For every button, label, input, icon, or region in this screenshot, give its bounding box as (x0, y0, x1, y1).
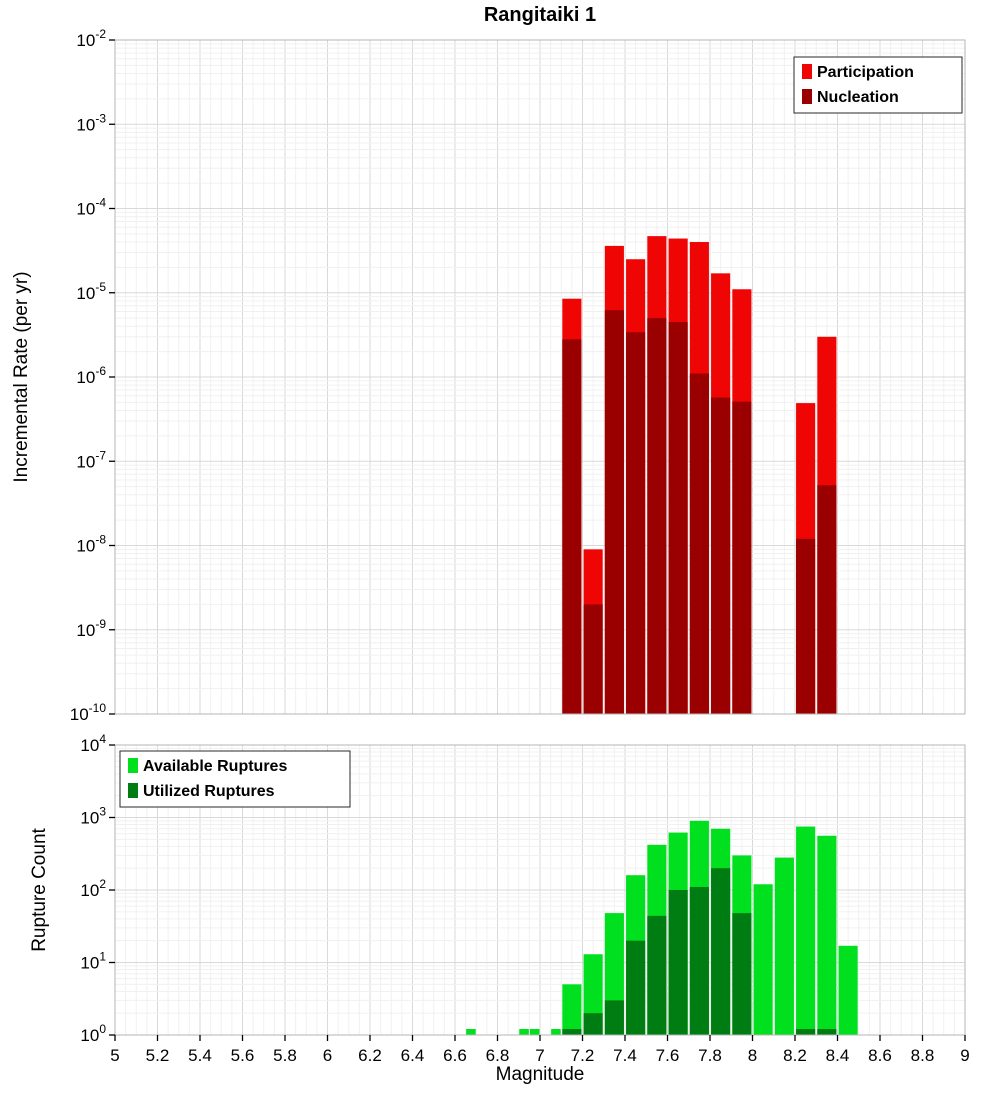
legend-box (793, 56, 963, 114)
x-tick-label: 5.6 (231, 1046, 255, 1065)
available-bar (466, 1029, 476, 1035)
utilized-bar (817, 1029, 837, 1035)
rate-legend: Participation Nucleation (793, 56, 963, 114)
x-tick-label: 6.8 (486, 1046, 510, 1065)
y-tick-label: 10-8 (76, 533, 106, 556)
y-tick-label: 100 (80, 1022, 106, 1045)
legend-swatch (128, 758, 138, 773)
available-bar (817, 835, 837, 1035)
chart-title: Rangitaiki 1 (483, 4, 597, 26)
legend-label: Utilized Ruptures (143, 783, 275, 800)
nucleation-bar (626, 332, 646, 714)
legend-swatch (802, 64, 812, 79)
x-tick-label: 7.6 (656, 1046, 680, 1065)
utilized-bar (647, 915, 667, 1035)
x-tick-label: 8.4 (826, 1046, 850, 1065)
available-bar (753, 884, 773, 1035)
y-tick-label: 101 (80, 950, 106, 973)
nucleation-bar (562, 339, 582, 714)
legend-swatch (802, 89, 812, 104)
rate-plot: 10-2 10-3 10-4 10-5 10-6 10-7 10-8 10-9 10-10 Par… (70, 27, 966, 724)
nucleation-bar (583, 604, 603, 714)
x-tick-label: 5.8 (273, 1046, 297, 1065)
y-tick-label: 10-5 (76, 280, 106, 303)
y-tick-label: 10-10 (70, 701, 107, 724)
x-tick-label: 8 (748, 1046, 757, 1065)
legend-label: Available Ruptures (143, 758, 287, 775)
utilized-bar (689, 886, 709, 1035)
available-bar (838, 945, 858, 1035)
utilized-bar (562, 1029, 582, 1035)
utilized-bar (626, 940, 646, 1035)
x-axis-label: Magnitude (495, 1064, 585, 1085)
nucleation-bar (796, 538, 816, 714)
nucleation-bar (647, 318, 667, 714)
available-bar (796, 826, 816, 1035)
available-bar (519, 1029, 529, 1035)
nucleation-bar (817, 485, 837, 714)
y-tick-label: 104 (80, 732, 106, 755)
utilized-bar (583, 1013, 603, 1035)
nucleation-bar (689, 373, 709, 714)
count-legend: Available Ruptures Utilized Ruptures (119, 750, 351, 808)
count-plot-bars (466, 820, 858, 1035)
x-tick-label: 6.4 (401, 1046, 425, 1065)
y-tick-label: 10-4 (76, 196, 106, 219)
legend-label: Participation (817, 64, 914, 81)
legend-label: Nucleation (817, 89, 899, 106)
available-bar (562, 984, 582, 1035)
y-tick-label: 102 (80, 877, 106, 900)
y-tick-label: 10-7 (76, 448, 106, 471)
utilized-bar (796, 1029, 816, 1035)
x-tick-label: 7 (535, 1046, 544, 1065)
count-plot-y-axis: 104 103 102 101 100 (80, 732, 115, 1045)
x-tick-label: 5.4 (188, 1046, 212, 1065)
utilized-bar (604, 1000, 624, 1035)
x-tick-label: 6.2 (358, 1046, 382, 1065)
x-tick-label: 5.2 (146, 1046, 170, 1065)
x-tick-label: 7.2 (571, 1046, 595, 1065)
rate-plot-y-axis: 10-2 10-3 10-4 10-5 10-6 10-7 10-8 10-9 10-10 (70, 27, 115, 724)
utilized-bar (732, 913, 752, 1035)
utilized-bar (668, 890, 688, 1035)
x-tick-label: 6 (323, 1046, 332, 1065)
y-tick-label: 103 (80, 805, 106, 828)
x-tick-label: 7.4 (613, 1046, 637, 1065)
legend-box (119, 750, 351, 808)
rate-plot-bars (562, 236, 837, 715)
y-tick-label: 10-9 (76, 617, 106, 640)
rate-plot-gridlines (114, 40, 966, 714)
available-bar (774, 857, 794, 1035)
x-tick-label: 6.6 (443, 1046, 467, 1065)
y-tick-label: 10-6 (76, 364, 106, 387)
y-tick-label: 10-3 (76, 111, 106, 134)
utilized-bar (711, 868, 731, 1035)
nucleation-bar (732, 401, 752, 714)
y-tick-label: 10-2 (76, 27, 106, 50)
x-tick-label: 9 (960, 1046, 969, 1065)
nucleation-bar (668, 321, 688, 714)
x-tick-label: 7.8 (698, 1046, 722, 1065)
legend-swatch (128, 783, 138, 798)
available-bar (551, 1029, 561, 1035)
x-tick-label: 5 (110, 1046, 119, 1065)
x-tick-label: 8.6 (868, 1046, 892, 1065)
nucleation-bar (604, 310, 624, 714)
available-bar (529, 1029, 540, 1035)
nucleation-bar (711, 397, 731, 714)
x-tick-label: 8.8 (911, 1046, 935, 1065)
x-axis: 5 5.2 5.4 5.6 5.8 6 6.2 6.4 6.6 6.8 7 7.2 7.4 7.6 7.8 8… (110, 1035, 970, 1065)
x-tick-label: 8.2 (783, 1046, 807, 1065)
